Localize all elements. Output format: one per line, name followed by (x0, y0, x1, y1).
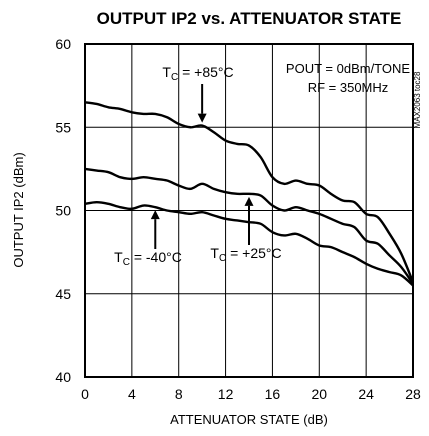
y-tick-label: 45 (55, 286, 71, 302)
condition-pout: POUT = 0dBm/TONE (286, 61, 410, 76)
y-tick-label: 50 (55, 203, 71, 219)
x-tick-label: 0 (81, 386, 89, 402)
y-axis-label: OUTPUT IP2 (dBm) (11, 152, 26, 267)
x-tick-label: 28 (405, 386, 421, 402)
series-line-25c (84, 167, 414, 285)
annotation-label: TC = -40°C (114, 249, 182, 268)
annotation-85c: TC = +85°C (162, 64, 234, 123)
y-tick-label: 60 (55, 36, 71, 52)
annotation-arrow-head (150, 210, 160, 220)
annotation-25c: TC = +25°C (210, 196, 282, 264)
x-tick-label: 12 (218, 386, 234, 402)
annotation-arrow-head (244, 196, 254, 206)
annotation-label: TC = +25°C (210, 245, 281, 264)
y-tick-label: 40 (55, 369, 71, 385)
y-tick-label: 55 (55, 119, 71, 135)
annotation-label: TC = +85°C (162, 64, 233, 83)
x-tick-label: 16 (265, 386, 281, 402)
x-tick-label: 8 (175, 386, 183, 402)
series-line-85c (84, 101, 415, 283)
x-tick-label: 4 (128, 386, 136, 402)
x-tick-label: 20 (311, 386, 327, 402)
y-tick-labels: 40 45 50 55 60 (55, 36, 71, 385)
figure-id: MAX2063 toc28 (413, 71, 422, 128)
annotations: TC = +85°C TC = +25°C TC = -40°C (114, 64, 281, 268)
annotation-minus40c: TC = -40°C (114, 210, 182, 268)
grid (85, 44, 413, 377)
chart-title: OUTPUT IP2 vs. ATTENUATOR STATE (97, 9, 402, 28)
condition-rf: RF = 350MHz (308, 80, 389, 95)
annotation-arrow-head (197, 113, 207, 123)
x-axis-label: ATTENUATOR STATE (dB) (170, 412, 328, 427)
x-tick-label: 24 (358, 386, 374, 402)
x-tick-labels: 0 4 8 12 16 20 24 28 (81, 386, 421, 402)
plot-frame (84, 43, 414, 378)
